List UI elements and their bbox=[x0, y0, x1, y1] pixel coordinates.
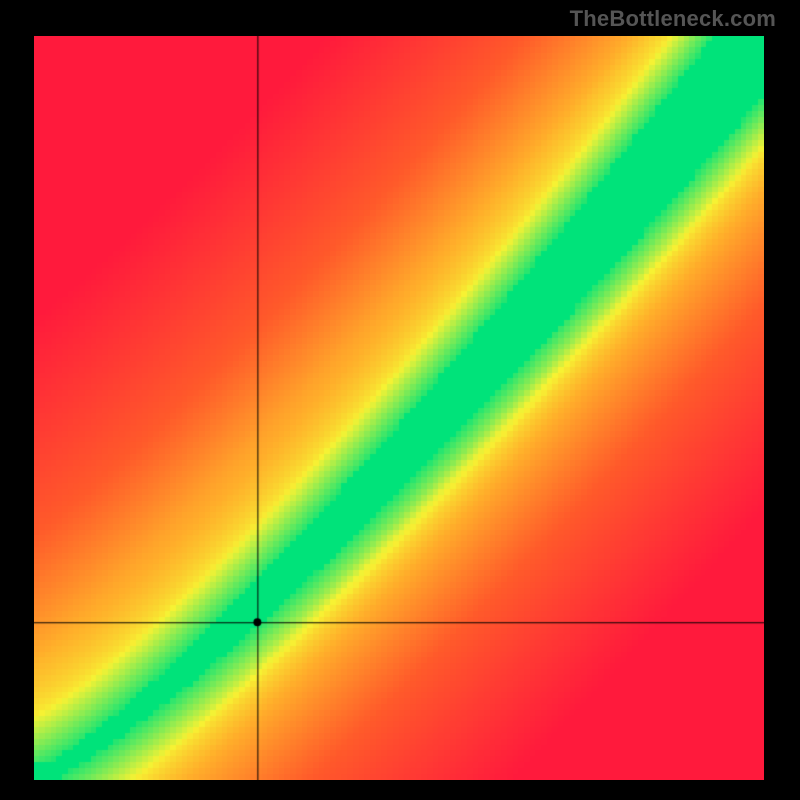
heatmap-plot-frame bbox=[34, 36, 764, 780]
heatmap-canvas bbox=[34, 36, 764, 780]
watermark-text: TheBottleneck.com bbox=[570, 6, 776, 32]
